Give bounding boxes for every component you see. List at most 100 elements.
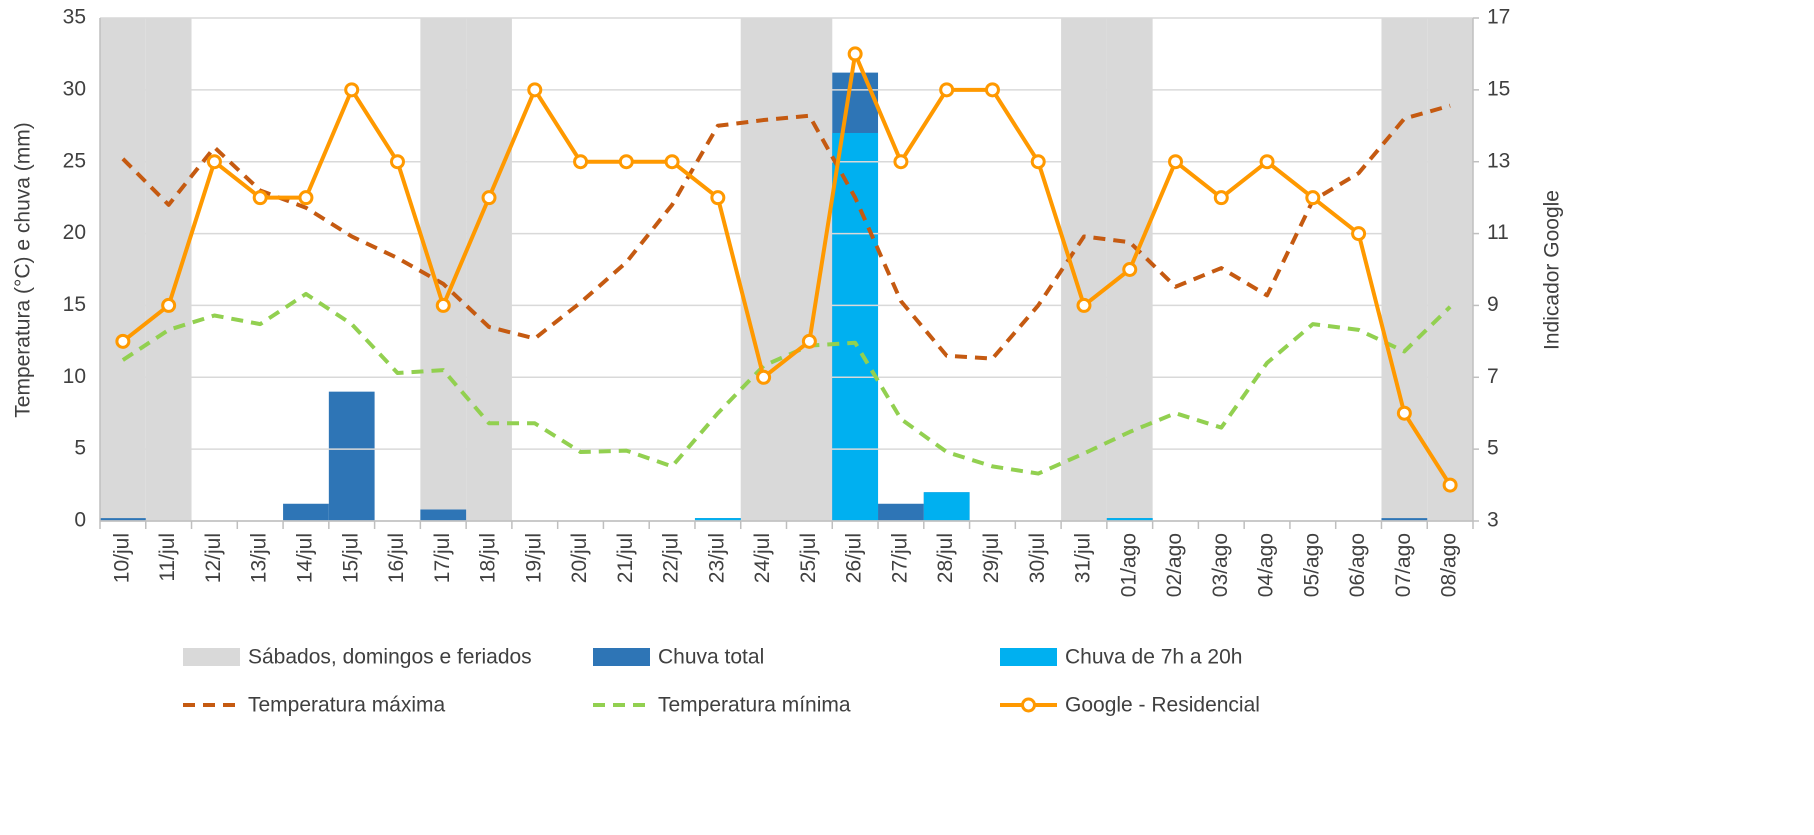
line-marker	[252, 190, 268, 206]
bar	[832, 132, 879, 521]
y2-tick-label: 15	[1487, 77, 1510, 100]
x-tick-label: 06/ago	[1346, 533, 1369, 597]
line-marker	[939, 82, 955, 98]
line-marker	[435, 297, 451, 313]
x-tick-label: 27/jul	[888, 533, 911, 583]
legend-swatch	[1000, 648, 1057, 666]
legend-label: Sábados, domingos e feriados	[248, 646, 532, 669]
x-tick-label: 29/jul	[980, 533, 1003, 583]
y-tick-label: 5	[74, 437, 86, 460]
bar	[740, 18, 787, 521]
y-tick-label: 35	[63, 6, 86, 29]
line-marker	[298, 190, 314, 206]
line-marker	[1122, 262, 1138, 277]
x-tick-label: 14/jul	[293, 533, 316, 583]
bar	[923, 492, 970, 521]
line-marker	[206, 154, 222, 170]
bar	[100, 518, 146, 521]
x-tick-label: 15/jul	[339, 533, 362, 583]
x-tick-label: 31/jul	[1072, 533, 1095, 583]
line-marker	[984, 82, 1000, 98]
line-marker	[1030, 154, 1046, 170]
x-tick-label: 08/ago	[1438, 533, 1461, 597]
x-tick-label: 16/jul	[385, 533, 408, 583]
line-marker	[618, 154, 634, 170]
legend-label: Google - Residencial	[1065, 694, 1260, 717]
y-tick-label: 20	[63, 221, 86, 244]
x-tick-label: 12/jul	[202, 533, 225, 583]
bar	[1106, 518, 1153, 521]
x-tick-label: 05/ago	[1300, 533, 1323, 597]
line-marker	[573, 154, 589, 170]
y2-tick-label: 13	[1487, 149, 1510, 172]
y-tick-label: 0	[74, 509, 86, 532]
bar	[1427, 18, 1473, 521]
y2-tick-label: 17	[1487, 6, 1510, 29]
x-tick-label: 10/jul	[110, 533, 133, 583]
x-tick-label: 28/jul	[934, 533, 957, 583]
x-tick-label: 26/jul	[843, 533, 866, 583]
line-marker	[847, 46, 863, 62]
bar	[283, 503, 329, 521]
line-marker	[481, 190, 497, 206]
line-marker	[1213, 190, 1229, 206]
y2-tick-label: 9	[1487, 293, 1499, 316]
y-axis-title: Temperatura (°C) e chuva (mm)	[12, 122, 35, 417]
line-marker	[1442, 477, 1458, 493]
line-marker	[710, 190, 726, 206]
line-marker	[527, 82, 543, 98]
y2-axis-title: Indicador Google	[1541, 190, 1564, 350]
x-tick-label: 11/jul	[156, 533, 179, 582]
legend-label: Chuva de 7h a 20h	[1065, 646, 1242, 669]
x-tick-label: 04/ago	[1255, 533, 1278, 597]
legend-swatch	[183, 648, 240, 666]
x-tick-label: 25/jul	[797, 533, 820, 583]
line-series	[121, 51, 1452, 487]
line-marker	[1396, 405, 1412, 421]
x-tick-label: 17/jul	[431, 533, 454, 583]
y2-tick-label: 7	[1487, 365, 1499, 388]
x-tick-label: 01/ago	[1117, 533, 1140, 597]
line-marker	[893, 154, 909, 170]
line-marker	[1076, 297, 1092, 313]
legend-label: Temperatura mínima	[658, 694, 851, 717]
x-tick-label: 20/jul	[568, 533, 591, 583]
y-tick-label: 30	[63, 77, 86, 100]
line-marker	[344, 82, 360, 98]
x-tick-label: 30/jul	[1026, 533, 1049, 583]
bar	[420, 509, 467, 521]
x-tick-label: 07/ago	[1392, 533, 1415, 597]
line-marker	[1259, 154, 1275, 170]
line-marker	[161, 297, 177, 313]
x-tick-label: 23/jul	[705, 533, 728, 583]
y2-tick-label: 11	[1487, 221, 1509, 244]
y-tick-label: 15	[63, 293, 86, 316]
bar	[100, 18, 146, 521]
y-tick-label: 25	[63, 149, 86, 172]
line-marker	[115, 333, 131, 349]
x-tick-label: 19/jul	[522, 533, 545, 583]
bar	[1381, 518, 1428, 521]
line-marker	[1168, 154, 1184, 170]
x-tick-label: 22/jul	[660, 533, 683, 583]
x-tick-label: 13/jul	[248, 533, 271, 583]
line-series	[121, 103, 1451, 361]
line-series	[121, 291, 1452, 476]
bar	[145, 18, 192, 521]
line-marker	[664, 154, 680, 170]
bar	[786, 18, 833, 521]
bar	[466, 18, 512, 521]
y-tick-label: 10	[63, 365, 86, 388]
legend-label: Temperatura máxima	[248, 694, 446, 717]
x-tick-label: 24/jul	[751, 533, 774, 583]
line-marker	[1305, 190, 1321, 206]
line-marker	[756, 369, 772, 385]
line-marker	[389, 154, 405, 170]
legend-swatch	[593, 648, 650, 666]
x-tick-label: 21/jul	[614, 533, 637, 583]
bar	[1061, 18, 1107, 521]
legend-marker	[1021, 697, 1036, 713]
line-marker	[801, 333, 817, 349]
